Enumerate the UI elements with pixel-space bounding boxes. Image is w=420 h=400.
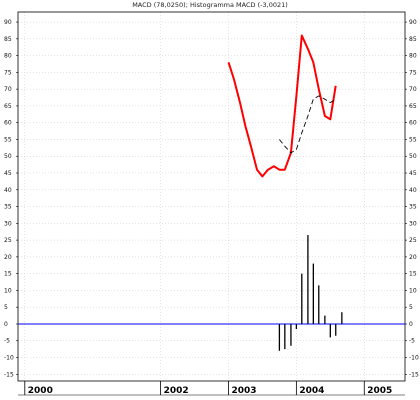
x-tick-label: 2002 <box>164 386 189 396</box>
y-tick-label-left: 25 <box>4 237 12 244</box>
y-tick-label-left: 30 <box>4 220 12 227</box>
x-tick-label: 2004 <box>299 386 324 396</box>
y-tick-label-left: 70 <box>4 86 12 93</box>
y-tick-label-left: 0 <box>4 321 8 328</box>
x-tick-label: 2000 <box>28 386 53 396</box>
y-tick-label-left: 50 <box>4 153 12 160</box>
y-tick-label-left: 20 <box>4 254 12 261</box>
y-tick-label-right: 85 <box>409 36 417 43</box>
y-tick-label-right: 35 <box>409 204 417 211</box>
y-tick-label-left: 45 <box>4 170 12 177</box>
y-tick-label-right: 20 <box>409 254 417 261</box>
y-tick-label-left: 55 <box>4 136 12 143</box>
y-tick-label-left: -15 <box>4 371 14 378</box>
y-tick-label-right: -5 <box>409 338 415 345</box>
y-tick-label-right: 45 <box>409 170 417 177</box>
axes <box>16 11 407 396</box>
y-tick-label-right: 70 <box>409 86 417 93</box>
y-tick-label-right: -10 <box>409 355 419 362</box>
y-tick-label-right: 60 <box>409 120 417 127</box>
signal-line <box>279 95 336 154</box>
y-tick-label-right: -15 <box>409 371 419 378</box>
y-tick-label-right: 75 <box>409 69 417 76</box>
macd-lines <box>227 34 337 178</box>
y-tick-label-left: 85 <box>4 36 12 43</box>
y-tick-label-right: 80 <box>409 53 417 60</box>
histogram <box>278 235 343 351</box>
y-tick-label-right: 65 <box>409 103 417 110</box>
y-tick-label-right: 10 <box>409 287 417 294</box>
y-tick-label-left: 35 <box>4 204 12 211</box>
grid <box>18 12 405 393</box>
chart-title: MACD (78,0250); Histogramma MACD (-3,002… <box>132 1 288 9</box>
x-tick-label: 2003 <box>231 386 256 396</box>
macd-line <box>227 34 337 178</box>
y-tick-label-left: -5 <box>4 338 10 345</box>
y-tick-label-right: 40 <box>409 187 417 194</box>
y-tick-label-left: 5 <box>4 304 8 311</box>
y-tick-label-left: 75 <box>4 69 12 76</box>
y-tick-label-left: 80 <box>4 53 12 60</box>
y-tick-label-right: 15 <box>409 271 417 278</box>
y-tick-label-left: 90 <box>4 19 12 26</box>
y-tick-label-left: 60 <box>4 120 12 127</box>
plot-frame <box>17 11 406 382</box>
x-tick-label: 2005 <box>367 386 392 396</box>
y-tick-label-right: 5 <box>409 304 413 311</box>
y-tick-label-left: 15 <box>4 271 12 278</box>
y-tick-label-left: 40 <box>4 187 12 194</box>
y-tick-label-left: 10 <box>4 287 12 294</box>
y-tick-label-left: -10 <box>4 355 14 362</box>
y-tick-label-right: 55 <box>409 136 417 143</box>
y-tick-label-right: 90 <box>409 19 417 26</box>
y-tick-label-right: 50 <box>409 153 417 160</box>
y-tick-label-right: 25 <box>409 237 417 244</box>
y-tick-label-right: 0 <box>409 321 413 328</box>
y-tick-label-right: 30 <box>409 220 417 227</box>
y-tick-label-left: 65 <box>4 103 12 110</box>
